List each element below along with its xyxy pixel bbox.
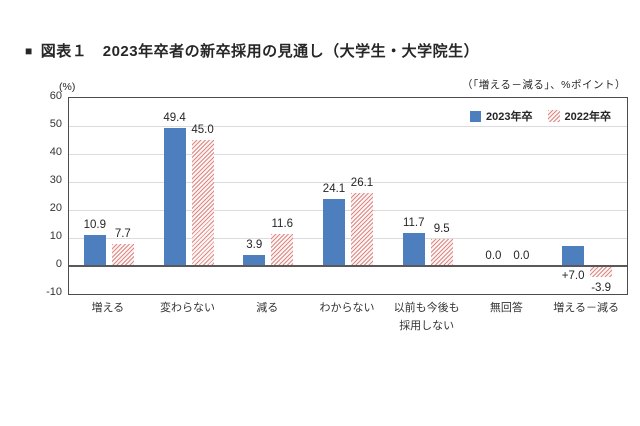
value-label: +7.0 [561, 270, 585, 282]
y-tick-label: 30 [49, 174, 62, 186]
x-category-label: 増える－減る [553, 302, 619, 314]
legend-label-2022: 2022年卒 [564, 111, 611, 123]
legend-item-2022: 2022年卒 [547, 108, 611, 124]
bar-2022年卒-3 [271, 233, 294, 266]
bar-2023年卒-5 [402, 233, 425, 266]
bar-2022年卒-7 [590, 266, 613, 277]
chart-note: （「増える－減る」、%ポイント） [461, 79, 626, 91]
bar-2023年卒-7 [562, 246, 585, 266]
bar-2022年卒-4 [351, 192, 373, 266]
y-tick-label: 10 [49, 230, 62, 242]
bar-2023年卒-1 [83, 235, 106, 266]
gridline [69, 238, 627, 239]
bar-2022年卒-5 [430, 239, 453, 266]
bar-2023年卒-3 [243, 255, 266, 266]
x-category-label: 無回答 [489, 302, 523, 314]
value-label: 10.9 [83, 219, 107, 232]
title-bullet-icon: ■ [25, 43, 33, 58]
value-label: 11.6 [271, 217, 294, 230]
page-title-text: 図表１ 2023年卒者の新卒採用の見通し（大学生・大学院生） [40, 43, 480, 60]
value-label: 7.7 [114, 228, 131, 241]
value-label: 26.1 [350, 176, 374, 189]
zero-axis-line [69, 265, 627, 267]
gridline [69, 182, 627, 183]
value-label: 49.4 [163, 111, 186, 124]
value-label: 45.0 [191, 124, 214, 136]
y-tick-label: 0 [55, 258, 62, 270]
y-tick-label: 20 [49, 202, 62, 214]
bar-2022年卒-2 [191, 140, 214, 266]
legend-swatch-hatch-icon [547, 110, 560, 122]
chart-legend: 2023年卒 2022年卒 [470, 108, 611, 124]
y-tick-label: 50 [49, 118, 62, 130]
y-axis-unit-label: (%) [59, 81, 76, 93]
gridline [69, 210, 627, 211]
bar-2023年卒-4 [323, 198, 345, 266]
x-category-label: 変わらない [160, 302, 216, 314]
x-category-label: わからない [319, 302, 375, 314]
legend-label-2023: 2023年卒 [486, 111, 533, 123]
page-title: ■ 図表１ 2023年卒者の新卒採用の見通し（大学生・大学院生） [25, 40, 479, 61]
gridline [69, 126, 627, 127]
value-label: 11.7 [402, 217, 425, 230]
plot-area: 2023年卒 2022年卒 10.9 49.4 3.9 24.1 11.7 0.0 +7.0… [68, 97, 628, 295]
y-tick-label: 40 [49, 146, 62, 158]
gridline [69, 154, 627, 155]
legend-item-2023: 2023年卒 [470, 108, 533, 124]
y-tick-label: -10 [46, 286, 62, 298]
bar-2022年卒-1 [111, 244, 134, 266]
value-label: 24.1 [322, 182, 346, 195]
legend-swatch-solid-icon [470, 110, 482, 122]
value-label: 9.5 [433, 223, 450, 236]
x-category-label: 以前も今後も 採用しない [393, 302, 460, 333]
value-label: -3.9 [591, 281, 612, 294]
bar-2023年卒-2 [163, 127, 186, 266]
value-label: 3.9 [246, 239, 263, 252]
value-label: 0.0 [513, 250, 530, 262]
y-tick-label: 60 [49, 90, 62, 102]
value-label: 0.0 [485, 250, 502, 262]
x-category-label: 減る [256, 302, 279, 314]
x-category-label: 増える [91, 302, 125, 314]
